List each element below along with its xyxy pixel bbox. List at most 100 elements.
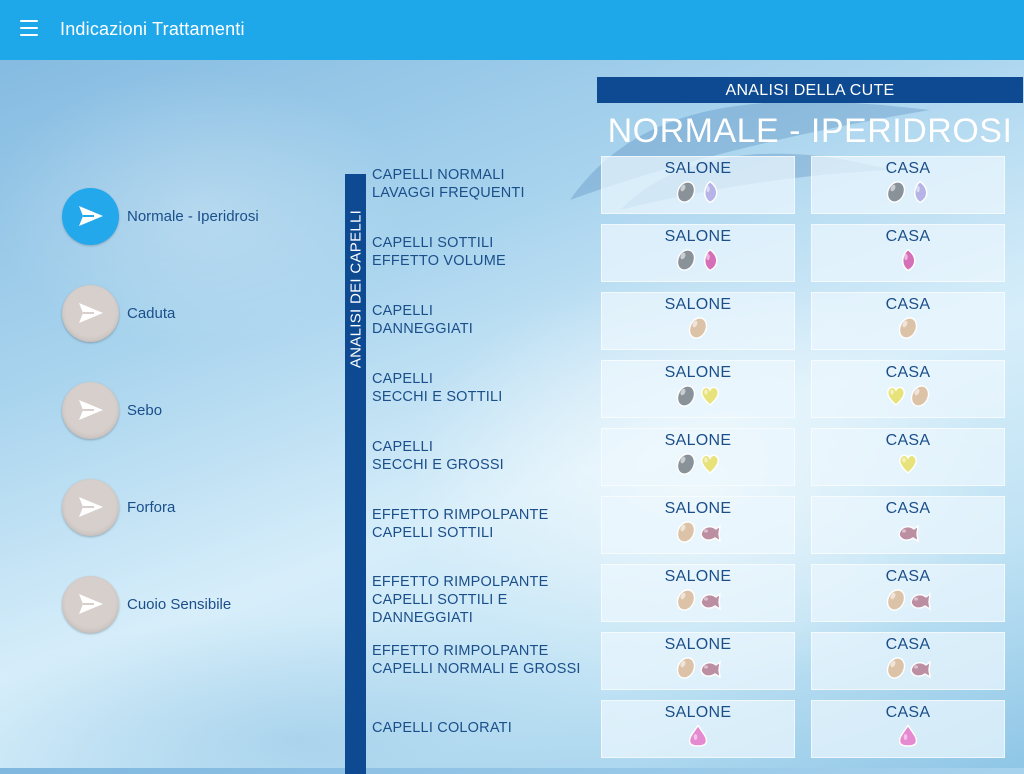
send-arrow-icon[interactable] (62, 575, 119, 633)
product-icons (602, 724, 794, 753)
casa-heading: CASA (885, 296, 931, 313)
peach-oval-product-icon (885, 656, 907, 685)
casa-cell[interactable]: CASA (811, 496, 1005, 554)
casa-cell[interactable]: CASA (811, 564, 1005, 622)
grey-oval-product-icon (885, 180, 907, 209)
yellow-heart-product-icon (699, 452, 721, 481)
mauve-fish-product-icon (909, 588, 931, 617)
peach-oval-product-icon (675, 588, 697, 617)
peach-oval-product-icon (909, 384, 931, 413)
peach-oval-product-icon (885, 588, 907, 617)
salone-cell[interactable]: SALONE (601, 360, 795, 418)
lavender-leaf-product-icon (699, 180, 721, 209)
peach-oval-product-icon (897, 316, 919, 345)
product-icons (602, 316, 794, 345)
casa-cell[interactable]: CASA (811, 428, 1005, 486)
category-sebo[interactable]: Sebo (62, 381, 162, 439)
yellow-heart-product-icon (885, 384, 907, 413)
send-arrow-icon[interactable] (62, 187, 119, 245)
mauve-fish-product-icon (897, 520, 919, 549)
category-forfora[interactable]: Forfora (62, 478, 175, 536)
send-arrow-icon[interactable] (62, 284, 119, 342)
row-label-line: EFFETTO RIMPOLPANTE (372, 507, 549, 523)
casa-cell[interactable]: CASA (811, 292, 1005, 350)
product-icons (812, 656, 1004, 685)
category-label: Sebo (127, 401, 163, 419)
app-title: Indicazioni Trattamenti (60, 19, 245, 39)
lavender-leaf-product-icon (909, 180, 931, 209)
row-label-line: CAPELLI SOTTILI (372, 525, 494, 541)
product-icons (602, 248, 794, 277)
casa-heading: CASA (885, 160, 931, 177)
casa-heading: CASA (885, 704, 931, 721)
salone-heading: SALONE (664, 500, 732, 517)
product-icons (602, 588, 794, 617)
salone-heading: SALONE (664, 704, 732, 721)
mauve-fish-product-icon (699, 588, 721, 617)
product-icons (812, 724, 1004, 753)
category-cuoio-sensibile[interactable]: Cuoio Sensibile (62, 575, 231, 633)
product-icons (602, 656, 794, 685)
yellow-heart-product-icon (699, 384, 721, 413)
salone-heading: SALONE (664, 296, 732, 313)
product-icons (602, 452, 794, 481)
product-icons (812, 452, 1004, 481)
row-label-line: SECCHI E GROSSI (372, 457, 504, 473)
casa-cell[interactable]: CASA (811, 360, 1005, 418)
category-caduta[interactable]: Caduta (62, 284, 175, 342)
salone-cell[interactable]: SALONE (601, 700, 795, 758)
peach-oval-product-icon (687, 316, 709, 345)
row-label: CAPELLI SECCHI E SOTTILI (372, 370, 597, 406)
salone-cell[interactable]: SALONE (601, 496, 795, 554)
page-title: NORMALE - IPERIDROSI (607, 112, 1013, 150)
send-arrow-icon[interactable] (62, 478, 119, 536)
row-label-line: EFFETTO RIMPOLPANTE (372, 574, 549, 590)
row-label-line: CAPELLI SOTTILI (372, 235, 494, 251)
row-label-line: CAPELLI COLORATI (372, 720, 512, 736)
casa-cell[interactable]: CASA (811, 224, 1005, 282)
peach-oval-product-icon (675, 520, 697, 549)
salone-cell[interactable]: SALONE (601, 292, 795, 350)
product-icons (812, 180, 1004, 209)
casa-heading: CASA (885, 568, 931, 585)
salone-heading: SALONE (664, 568, 732, 585)
product-icons (812, 520, 1004, 549)
row-label-line: EFFETTO VOLUME (372, 253, 506, 269)
grey-oval-product-icon (675, 384, 697, 413)
send-arrow-icon[interactable] (62, 381, 119, 439)
casa-cell[interactable]: CASA (811, 156, 1005, 214)
category-normale-iperidrosi[interactable]: Normale - Iperidrosi (62, 187, 259, 245)
row-label: CAPELLI COLORATI (372, 719, 597, 737)
product-icons (812, 316, 1004, 345)
product-icons (812, 588, 1004, 617)
salone-cell[interactable]: SALONE (601, 224, 795, 282)
grey-oval-product-icon (675, 248, 697, 277)
casa-cell[interactable]: CASA (811, 632, 1005, 690)
row-label-line: DANNEGGIATI (372, 610, 474, 626)
mauve-fish-product-icon (699, 656, 721, 685)
category-label: Forfora (127, 498, 176, 516)
magenta-leaf-product-icon (897, 248, 919, 277)
product-icons (602, 520, 794, 549)
menu-icon[interactable] (20, 20, 38, 40)
salone-cell[interactable]: SALONE (601, 428, 795, 486)
row-label-line: CAPELLI (372, 303, 434, 319)
salone-heading: SALONE (664, 636, 732, 653)
category-label: Cuoio Sensibile (127, 595, 232, 613)
salone-cell[interactable]: SALONE (601, 564, 795, 622)
salone-heading: SALONE (664, 160, 732, 177)
salone-cell[interactable]: SALONE (601, 632, 795, 690)
row-label-line: CAPELLI NORMALI (372, 167, 505, 183)
salone-cell[interactable]: SALONE (601, 156, 795, 214)
casa-cell[interactable]: CASA (811, 700, 1005, 758)
salone-heading: SALONE (664, 228, 732, 245)
category-label: Caduta (127, 304, 176, 322)
vertical-bar (345, 174, 366, 774)
product-icons (602, 384, 794, 413)
magenta-leaf-product-icon (699, 248, 721, 277)
row-label: CAPELLI DANNEGGIATI (372, 302, 597, 338)
yellow-heart-product-icon (897, 452, 919, 481)
row-label-line: DANNEGGIATI (372, 321, 474, 337)
casa-heading: CASA (885, 364, 931, 381)
grey-oval-product-icon (675, 452, 697, 481)
